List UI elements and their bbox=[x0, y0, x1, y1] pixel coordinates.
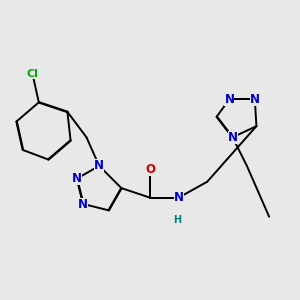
Text: N: N bbox=[228, 131, 238, 144]
Text: Cl: Cl bbox=[26, 69, 38, 79]
Text: N: N bbox=[174, 191, 184, 204]
Text: H: H bbox=[173, 215, 181, 225]
Text: N: N bbox=[250, 93, 260, 106]
Text: N: N bbox=[72, 172, 82, 185]
Text: N: N bbox=[224, 93, 234, 106]
Text: O: O bbox=[145, 163, 155, 176]
Text: N: N bbox=[94, 159, 104, 172]
Text: N: N bbox=[78, 197, 88, 211]
